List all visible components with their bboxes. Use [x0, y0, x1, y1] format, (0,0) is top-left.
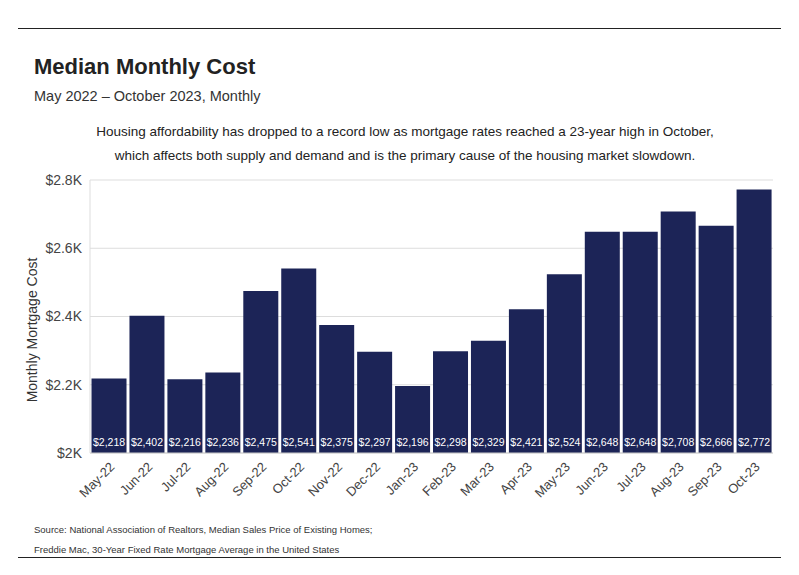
svg-text:$2.4K: $2.4K: [45, 308, 82, 324]
svg-text:Jul-23: Jul-23: [613, 459, 649, 495]
svg-text:$2,772: $2,772: [738, 436, 770, 448]
svg-text:$2,402: $2,402: [131, 436, 163, 448]
svg-text:$2,329: $2,329: [472, 436, 504, 448]
svg-text:$2,298: $2,298: [434, 436, 466, 448]
html-text:Median Monthly Cost: Median Monthly Cost: [34, 54, 256, 79]
svg-text:$2,541: $2,541: [283, 436, 315, 448]
svg-text:Sep-22: Sep-22: [229, 459, 269, 499]
html-text:Source: National Association o: Source: National Association of Realtors…: [34, 524, 373, 535]
svg-text:Apr-23: Apr-23: [497, 459, 535, 497]
svg-text:May-23: May-23: [532, 459, 573, 500]
svg-text:Oct-23: Oct-23: [724, 459, 762, 497]
svg-text:$2,196: $2,196: [397, 436, 429, 448]
svg-text:Aug-22: Aug-22: [191, 459, 231, 499]
html-text:Monthly Mortgage Cost: Monthly Mortgage Cost: [24, 257, 40, 403]
svg-text:Feb-23: Feb-23: [419, 459, 459, 499]
svg-text:Aug-23: Aug-23: [647, 459, 687, 499]
svg-text:$2,375: $2,375: [321, 436, 353, 448]
svg-text:$2,297: $2,297: [359, 436, 391, 448]
html-text:May 2022 – October 2023, Month: May 2022 – October 2023, Monthly: [34, 88, 261, 104]
svg-text:Jan-23: Jan-23: [382, 459, 421, 498]
html-text:Freddie Mac, 30-Year Fixed Rat: Freddie Mac, 30-Year Fixed Rate Mortgage…: [34, 544, 340, 555]
html-text:Housing affordability has drop: Housing affordability has dropped to a r…: [96, 124, 714, 163]
svg-text:Oct-22: Oct-22: [269, 459, 307, 497]
svg-text:$2,218: $2,218: [93, 436, 125, 448]
svg-text:$2.6K: $2.6K: [45, 240, 82, 256]
svg-text:$2,648: $2,648: [586, 436, 618, 448]
svg-text:$2,648: $2,648: [624, 436, 656, 448]
svg-text:$2,475: $2,475: [245, 436, 277, 448]
svg-text:$2,666: $2,666: [700, 436, 732, 448]
svg-text:Jun-22: Jun-22: [117, 459, 156, 498]
svg-text:Jul-22: Jul-22: [158, 459, 194, 495]
svg-text:$2,421: $2,421: [510, 436, 542, 448]
svg-text:$2,236: $2,236: [207, 436, 239, 448]
svg-text:Dec-22: Dec-22: [343, 459, 383, 499]
svg-text:$2.8K: $2.8K: [45, 172, 82, 188]
svg-text:Sep-23: Sep-23: [684, 459, 724, 499]
svg-text:May-22: May-22: [76, 459, 117, 500]
svg-text:Nov-22: Nov-22: [305, 459, 345, 499]
svg-text:$2.2K: $2.2K: [45, 377, 82, 393]
svg-text:Mar-23: Mar-23: [457, 459, 497, 499]
svg-text:$2,524: $2,524: [548, 436, 580, 448]
svg-text:$2,216: $2,216: [169, 436, 201, 448]
svg-text:$2,708: $2,708: [662, 436, 694, 448]
svg-text:Jun-23: Jun-23: [572, 459, 611, 498]
svg-text:$2K: $2K: [57, 445, 83, 461]
